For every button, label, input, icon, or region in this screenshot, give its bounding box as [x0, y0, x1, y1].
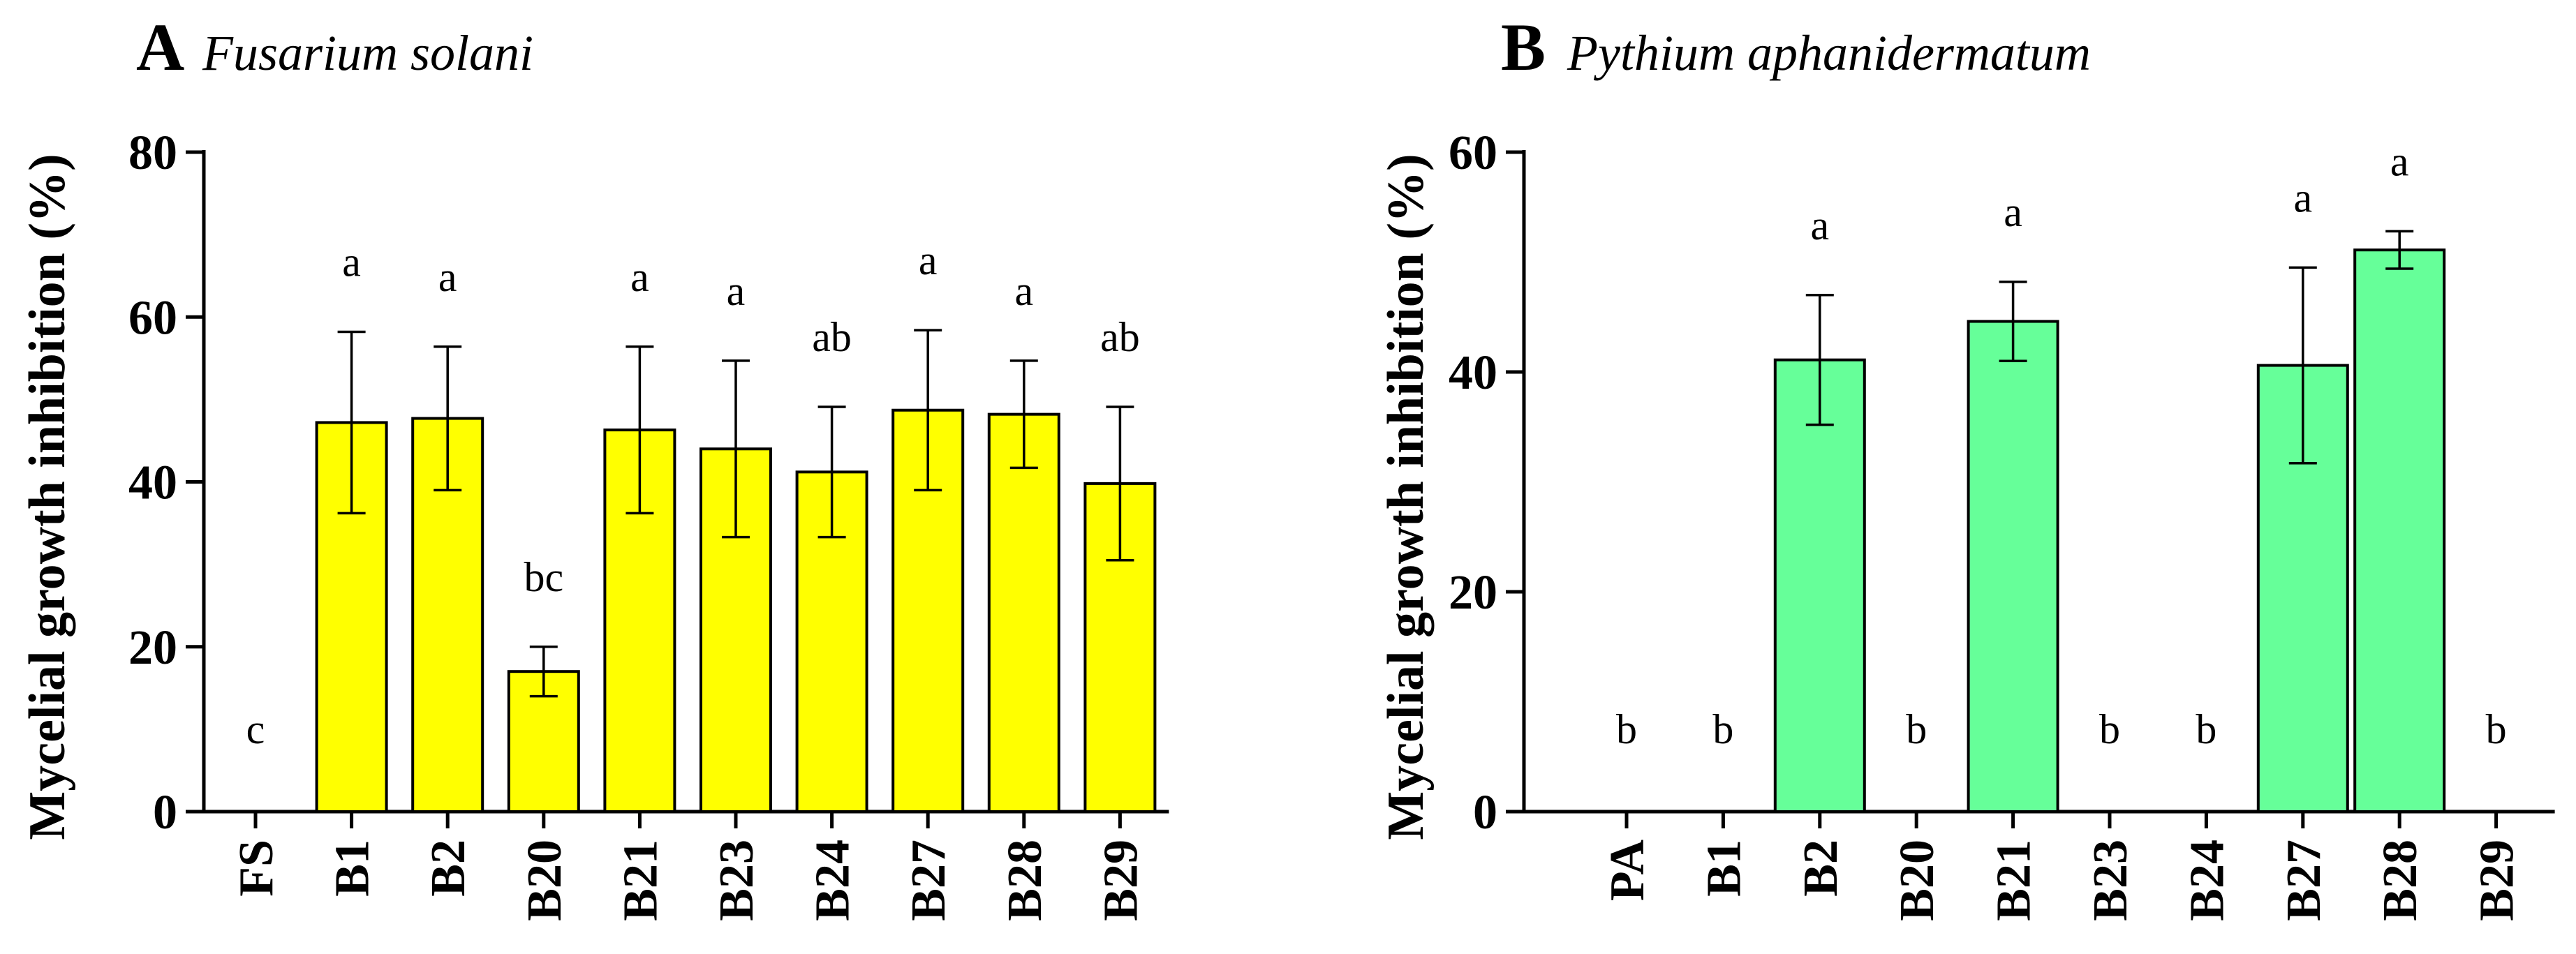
- panel-b-x-tick-label: B1: [1697, 840, 1751, 897]
- panel-b-y-tick-label: 60: [1449, 126, 1497, 180]
- panel-a-y-tick-label: 0: [153, 786, 177, 840]
- panel-b-x-tick-label: B29: [2471, 840, 2524, 921]
- panel-b-marks: b b a b a b b a a b: [1616, 138, 2507, 813]
- panel-a-bar-b2: [411, 417, 484, 813]
- panel-b-x-tick-label: B24: [2180, 840, 2234, 921]
- panel-a-marks: c a a bc a a ab a a ab: [246, 237, 1157, 813]
- panel-a-significance-letter: a: [438, 254, 457, 300]
- panel-a-x-tick-label: B2: [422, 840, 475, 897]
- panel-a-y-tick-label: 20: [128, 621, 177, 675]
- panel-a-bar-b28: [987, 412, 1060, 813]
- panel-b-bar-b21: [1967, 320, 2059, 813]
- panel-a-x-tick-label: B21: [614, 840, 667, 921]
- panel-b-significance-letter: b: [2486, 706, 2507, 752]
- panel-a-significance-letter: a: [727, 268, 746, 314]
- panel-b-significance-letter: a: [2293, 174, 2312, 221]
- panel-b-axes: 0 20 40 60 PA B1 B2 B20 B21 B23 B24 B27 B28 B29: [1449, 126, 2555, 921]
- panel-a-title: Fusarium solani: [202, 25, 533, 81]
- panel-b-significance-letter: b: [1616, 706, 1637, 752]
- panel-b-x-tick-label: B21: [1987, 840, 2041, 921]
- panel-b-significance-letter: a: [1810, 202, 1829, 248]
- panel-a-letter: A: [136, 10, 184, 84]
- panel-a-x-tick-label: B20: [518, 840, 572, 921]
- panel-b-x-tick-label: B2: [1794, 840, 1848, 897]
- panel-a-significance-letter: c: [246, 706, 265, 752]
- panel-b-y-tick-label: 0: [1473, 786, 1497, 840]
- panel-b-x-tick-label: B20: [1890, 840, 1944, 921]
- panel-b-title: Pythium aphanidermatum: [1567, 25, 2091, 81]
- panel-b-x-tick-label: B23: [2084, 840, 2138, 921]
- panel-b-significance-letter: b: [2196, 706, 2216, 752]
- panel-a-x-tick-label: B23: [710, 840, 764, 921]
- panel-b-significance-letter: b: [2099, 706, 2120, 752]
- panel-a-significance-letter: a: [919, 237, 938, 283]
- panel-a-x-tick-label: FS: [230, 840, 283, 897]
- panel-a-bar-b23: [699, 447, 772, 813]
- panel-a-x-tick-label: B1: [326, 840, 380, 897]
- panel-a-significance-letter: bc: [524, 554, 563, 600]
- panel-b-bar-b2: [1773, 358, 1866, 813]
- panel-b-x-tick-label: PA: [1601, 840, 1655, 902]
- panel-b-y-tick-label: 20: [1449, 566, 1497, 620]
- panel-a-x-tick-label: B28: [998, 840, 1052, 921]
- panel-b-significance-letter: b: [1906, 706, 1927, 752]
- panel-b-significance-letter: a: [2004, 189, 2022, 235]
- panel-b-bar-b28: [2353, 248, 2446, 813]
- panel-b-significance-letter: b: [1712, 706, 1733, 752]
- panel-a-y-tick-label: 40: [128, 456, 177, 510]
- panel-b-significance-letter: a: [2390, 138, 2409, 184]
- panel-a-x-tick-label: B29: [1094, 840, 1148, 921]
- panel-a-x-tick-label: B24: [806, 840, 860, 921]
- panel-b-letter: B: [1501, 10, 1546, 84]
- panel-a-y-tick-label: 80: [128, 126, 177, 180]
- panel-a-significance-letter: ab: [812, 314, 852, 360]
- panel-a-significance-letter: a: [1014, 268, 1033, 314]
- panel-a-axes: 0 20 40 60 80 FS B1 B2 B20 B21 B23 B24 B27 B28 B29: [128, 126, 1169, 921]
- panel-b-bar-b27: [2256, 364, 2349, 813]
- panel-a-chart: A Fusarium solani Mycelial growth inhibi…: [19, 10, 1169, 921]
- panel-b-chart: B Pythium aphanidermatum Mycelial growth…: [1377, 10, 2555, 921]
- panel-b-y-tick-label: 40: [1449, 346, 1497, 400]
- panel-b-y-axis-label: Mycelial growth inhibition (%): [1377, 154, 1435, 840]
- panel-a-significance-letter: ab: [1100, 314, 1140, 360]
- panel-a-x-tick-label: B27: [902, 840, 956, 921]
- panel-b-x-tick-label: B27: [2277, 840, 2331, 921]
- panel-a-y-tick-label: 60: [128, 291, 177, 345]
- panel-b-x-tick-label: B28: [2374, 840, 2427, 921]
- panel-a-bar-b24: [795, 470, 868, 813]
- panel-a-significance-letter: a: [630, 254, 649, 300]
- panel-a-significance-letter: a: [342, 239, 361, 285]
- panel-a-y-axis-label: Mycelial growth inhibition (%): [19, 154, 76, 840]
